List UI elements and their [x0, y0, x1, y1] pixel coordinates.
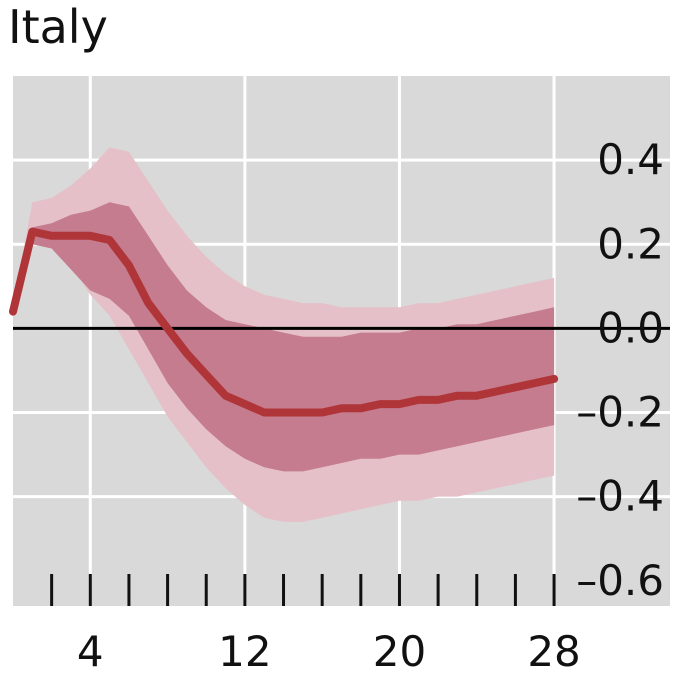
tick-layer	[50, 574, 556, 606]
y-tick-label-2: 0.0	[597, 303, 664, 352]
chart-title: Italy	[8, 0, 108, 54]
x-tick-label-4: 4	[77, 627, 104, 673]
median-series-line	[9, 227, 559, 417]
label-layer: 4 12 20 28 0.4 0.2 0.0 –0.2 –0.4 –0.6	[77, 135, 664, 673]
y-tick-label-4: –0.4	[576, 472, 664, 521]
y-tick-label-0: 0.4	[597, 135, 664, 184]
line-layer	[9, 227, 559, 417]
y-tick-label-5: –0.6	[576, 556, 664, 605]
y-tick-label-3: –0.2	[576, 388, 664, 437]
x-tick-label-28: 28	[527, 627, 580, 673]
inner-band-area	[13, 202, 555, 472]
band-layer	[13, 147, 555, 522]
y-tick-label-1: 0.2	[597, 219, 664, 268]
x-tick-label-12: 12	[218, 627, 271, 673]
x-tick-label-20: 20	[373, 627, 426, 673]
